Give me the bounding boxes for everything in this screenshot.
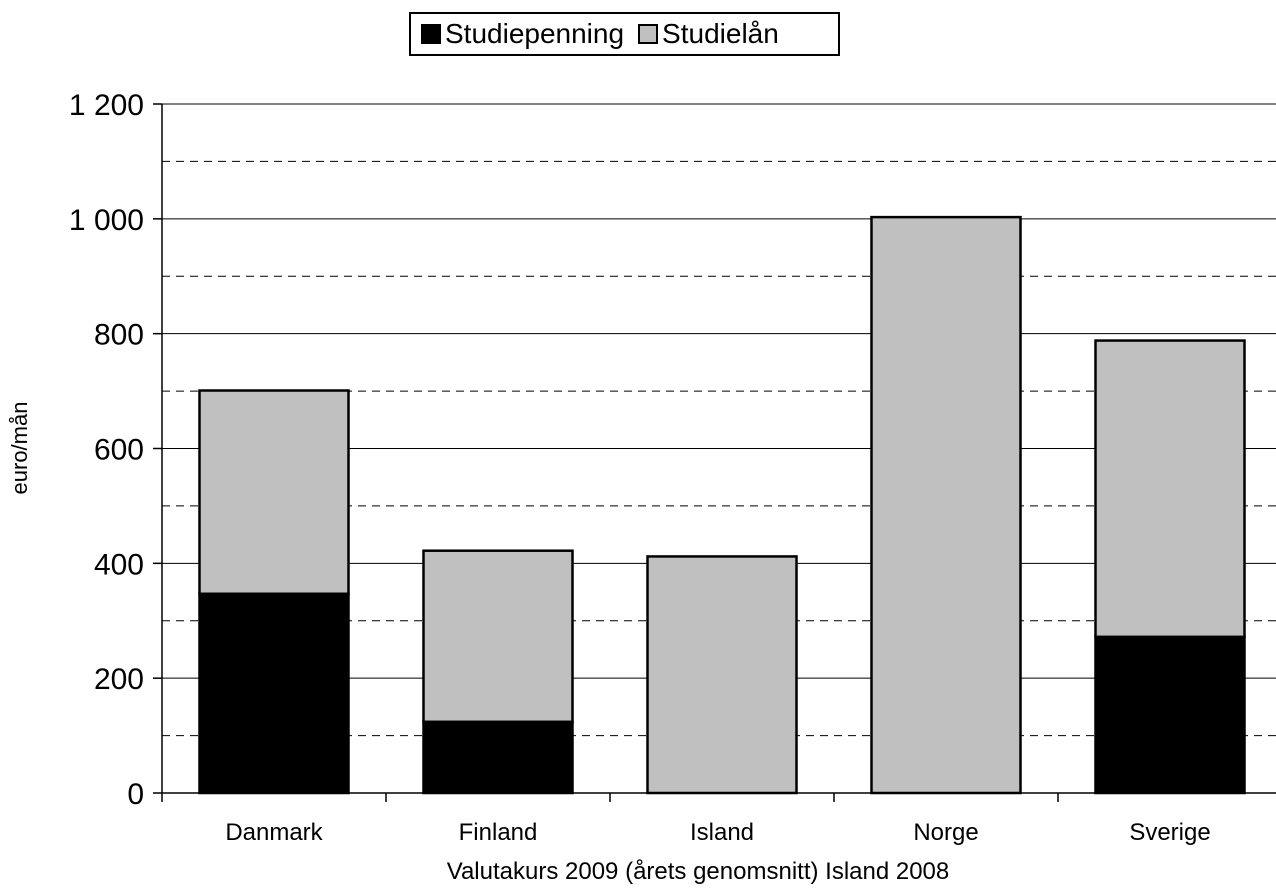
- bar-danmark-studiepenning: [198, 592, 350, 795]
- y-tick-label: 400: [94, 548, 144, 581]
- legend-label-studielan: Studielån: [662, 18, 779, 49]
- y-tick-label: 0: [127, 778, 144, 811]
- y-tick-label: 1 200: [69, 89, 144, 122]
- bar-sverige-studiepenning: [1094, 635, 1246, 795]
- bar-sverige-studielan: [1094, 339, 1246, 639]
- legend-label-studiepenning: Studiepenning: [445, 18, 625, 49]
- bar-danmark-studielan: [198, 389, 350, 596]
- legend-swatch-studiepenning: [421, 24, 441, 44]
- bar-finland-studielan: [422, 549, 574, 724]
- chart-legend: Studiepenning Studielån: [409, 12, 840, 56]
- x-tick-label-sverige: Sverige: [1129, 819, 1210, 846]
- bar-island-studielan: [646, 555, 798, 795]
- y-tick-label: 600: [94, 434, 144, 467]
- x-tick-label-danmark: Danmark: [225, 819, 323, 846]
- x-tick-label-finland: Finland: [459, 819, 538, 846]
- x-tick-label-norge: Norge: [913, 819, 978, 846]
- bar-finland-studiepenning: [422, 720, 574, 795]
- y-tick-label: 1 000: [69, 204, 144, 237]
- x-tick-label-island: Island: [690, 819, 754, 846]
- legend-item-studielan: Studielån: [638, 18, 779, 50]
- x-axis-title: Valutakurs 2009 (årets genomsnitt) Islan…: [447, 858, 950, 885]
- legend-item-studiepenning: Studiepenning: [421, 18, 624, 50]
- legend-swatch-studielan: [638, 24, 659, 44]
- bar-norge-studielan: [870, 215, 1022, 795]
- y-tick-label: 200: [94, 663, 144, 696]
- y-tick-label: 800: [94, 319, 144, 352]
